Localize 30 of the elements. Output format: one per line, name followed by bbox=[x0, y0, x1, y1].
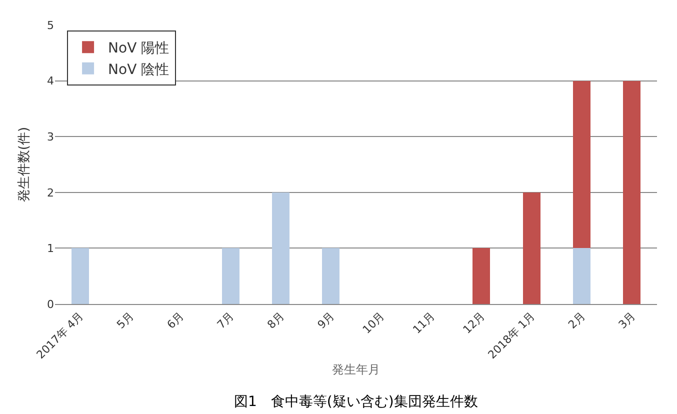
bar bbox=[222, 248, 240, 304]
bar bbox=[272, 192, 290, 304]
x-tick-label: 7月 bbox=[214, 310, 237, 332]
bar bbox=[322, 248, 340, 304]
text: 図1 食中毒等(疑い含む)集団発生件数 bbox=[234, 394, 478, 410]
x-tick-label: 10月 bbox=[360, 310, 388, 336]
bar bbox=[522, 192, 540, 304]
bar bbox=[572, 248, 591, 304]
y-tick-label: 5 bbox=[47, 18, 54, 32]
x-tick-label: 12月 bbox=[460, 310, 488, 336]
x-tick-label: 5月 bbox=[114, 310, 136, 332]
legend-label: NoV 陰性 bbox=[108, 62, 170, 78]
x-tick-label: 2月 bbox=[566, 310, 588, 332]
y-tick-label: 0 bbox=[47, 298, 54, 311]
x-axis-title: 発生年月 bbox=[332, 362, 380, 376]
y-tick-label: 1 bbox=[47, 242, 54, 256]
bar bbox=[572, 80, 591, 248]
bar bbox=[472, 248, 490, 304]
x-tick-label: 9月 bbox=[315, 310, 337, 332]
bar bbox=[71, 248, 89, 304]
y-tick-label: 4 bbox=[47, 74, 54, 88]
x-tick-label: 6月 bbox=[164, 310, 186, 332]
x-tick-label: 8月 bbox=[264, 310, 287, 332]
x-tick-label: 3月 bbox=[616, 310, 638, 332]
x-tick-label: 11月 bbox=[410, 310, 438, 336]
y-tick-label: 2 bbox=[47, 186, 54, 200]
y-axis-title: 発生件数(件) bbox=[16, 126, 32, 202]
legend-label: NoV 陽性 bbox=[108, 40, 170, 57]
bar bbox=[623, 80, 641, 304]
y-tick-label: 3 bbox=[47, 130, 54, 144]
